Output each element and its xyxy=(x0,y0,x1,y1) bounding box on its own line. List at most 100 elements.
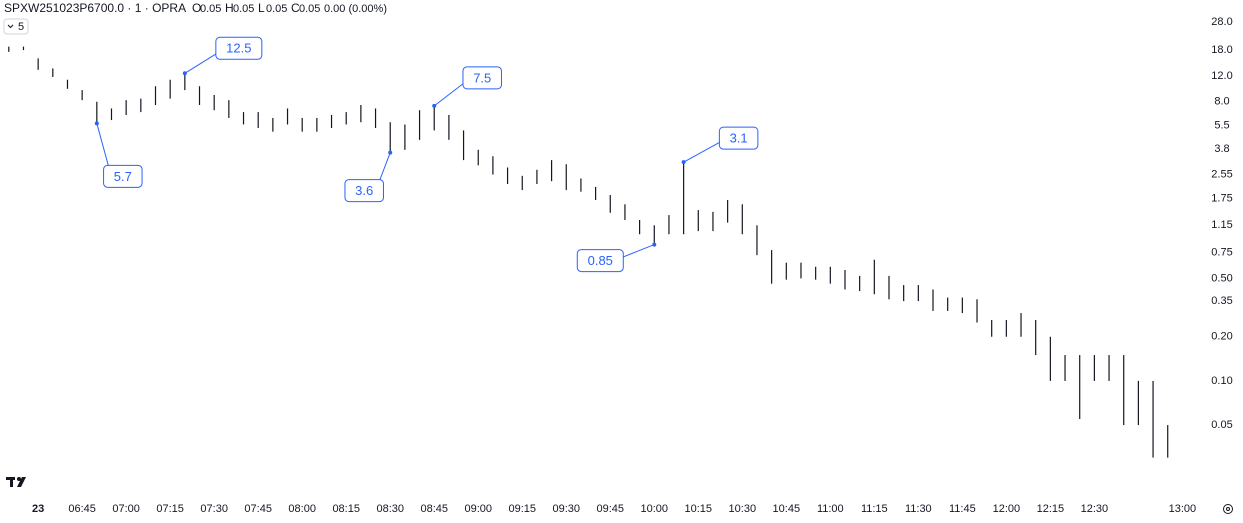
price-bar xyxy=(477,149,479,166)
y-tick-label: 0.05 xyxy=(1211,419,1232,431)
ohlc-legend: O0.05 H 0.05 L 0.05 C 0.05 xyxy=(192,1,320,15)
y-tick-label: 12.0 xyxy=(1211,70,1232,82)
interval[interactable]: 5 xyxy=(18,21,24,33)
annotation-point xyxy=(182,71,187,76)
price-bar xyxy=(184,73,186,91)
price-bar xyxy=(771,250,773,284)
price-bar xyxy=(580,178,582,192)
price-bar xyxy=(81,90,83,101)
annotation-box xyxy=(462,66,502,90)
price-bar xyxy=(1079,355,1081,419)
price-bar xyxy=(1108,355,1110,381)
x-tick-label: 07:15 xyxy=(156,503,184,515)
y-tick-label: 1.15 xyxy=(1211,219,1232,231)
price-bar xyxy=(932,289,934,311)
annotation-box xyxy=(103,164,143,188)
y-tick-label: 0.50 xyxy=(1211,272,1232,284)
symbol: SPXW251023P6700.0 · 1 · OPRA xyxy=(4,1,186,15)
x-tick-label: 10:30 xyxy=(729,503,757,515)
x-tick-label: 11:30 xyxy=(905,503,932,515)
chevron xyxy=(7,24,14,29)
y-tick-label: 18.0 xyxy=(1211,44,1232,56)
annotation-label: 7.5 xyxy=(473,70,491,85)
price-bar xyxy=(389,122,391,153)
price-bar xyxy=(697,210,699,232)
x-tick-label: 09:15 xyxy=(508,503,536,515)
x-tick-label: 10:15 xyxy=(685,503,713,515)
settings-icon[interactable] xyxy=(1223,504,1233,514)
x-tick-label: 06:45 xyxy=(68,503,96,515)
price-bar xyxy=(242,112,245,125)
price-bar xyxy=(66,79,69,89)
x-tick-label: 09:00 xyxy=(464,503,492,515)
x-tick-label: 08:30 xyxy=(376,503,404,515)
x-tick-label: 09:45 xyxy=(597,503,625,515)
annotation-label: 12.5 xyxy=(226,41,251,56)
annotation-box xyxy=(718,126,759,150)
price-bar xyxy=(1137,380,1139,426)
price-bar xyxy=(316,117,318,132)
price-bar xyxy=(1167,425,1169,458)
price-bar xyxy=(125,100,127,115)
price-bar xyxy=(1035,320,1037,356)
x-tick-label: 07:45 xyxy=(244,503,272,515)
price-bar xyxy=(213,94,215,111)
price-bar xyxy=(624,204,626,220)
price-bar xyxy=(947,297,949,311)
y-tick-label: 5.5 xyxy=(1214,120,1229,132)
price-bar xyxy=(1049,336,1051,381)
price-bar xyxy=(565,164,567,191)
annotation-point xyxy=(94,121,99,126)
annotation-point xyxy=(652,242,657,247)
price-bar xyxy=(844,270,846,290)
price-bar xyxy=(536,169,538,184)
x-tick-label: 10:00 xyxy=(641,503,669,515)
price-bar xyxy=(272,117,274,132)
price-bar xyxy=(800,262,802,279)
x-tick-label: 11:00 xyxy=(817,503,844,515)
price-bar xyxy=(345,112,347,125)
x-tick-label: 10:45 xyxy=(773,503,801,515)
price-bar xyxy=(756,225,758,256)
price-bar xyxy=(22,46,25,51)
price-bar xyxy=(52,68,54,77)
price-bar xyxy=(815,266,817,280)
price-bar xyxy=(859,275,861,292)
change: 0.00 (0.00%) xyxy=(324,3,387,15)
x-tick-label: 08:00 xyxy=(288,503,316,515)
price-bar xyxy=(1093,355,1095,381)
x-tick-label: 12:00 xyxy=(993,503,1021,515)
price-bar xyxy=(712,211,714,232)
interval-button[interactable] xyxy=(3,18,29,35)
ohlc-value: 0.05 xyxy=(200,3,221,15)
annotation-box xyxy=(344,179,384,203)
price-bar xyxy=(506,167,509,184)
price-bar xyxy=(492,156,494,175)
ohlc-label: L xyxy=(258,1,265,15)
price-bar xyxy=(668,215,670,235)
price-bar xyxy=(829,266,831,284)
price-bar xyxy=(888,275,890,300)
annotation-label: 0.85 xyxy=(588,253,613,268)
price-bar xyxy=(301,117,303,132)
annotation-point xyxy=(681,160,686,165)
ohlc-value: 0.05 xyxy=(233,3,254,15)
annotation-point xyxy=(388,150,393,155)
annotation-label: 3.1 xyxy=(730,131,748,146)
price-bar xyxy=(594,186,597,201)
annotation-point xyxy=(432,103,437,108)
price-bar xyxy=(374,108,377,128)
annotation-box xyxy=(576,249,624,273)
price-bar xyxy=(404,124,406,150)
x-tick-label: 11:15 xyxy=(861,503,888,515)
price-bar xyxy=(917,285,919,302)
x-tick-label: 12:15 xyxy=(1037,503,1065,515)
price-bar xyxy=(976,299,978,323)
price-bar xyxy=(140,98,142,113)
price-bar xyxy=(96,101,98,124)
x-tick-label: 07:00 xyxy=(112,503,140,515)
y-tick-label: 2.55 xyxy=(1211,168,1232,180)
price-bar xyxy=(257,112,259,128)
price-bar xyxy=(448,114,450,140)
price-bar xyxy=(785,262,787,280)
